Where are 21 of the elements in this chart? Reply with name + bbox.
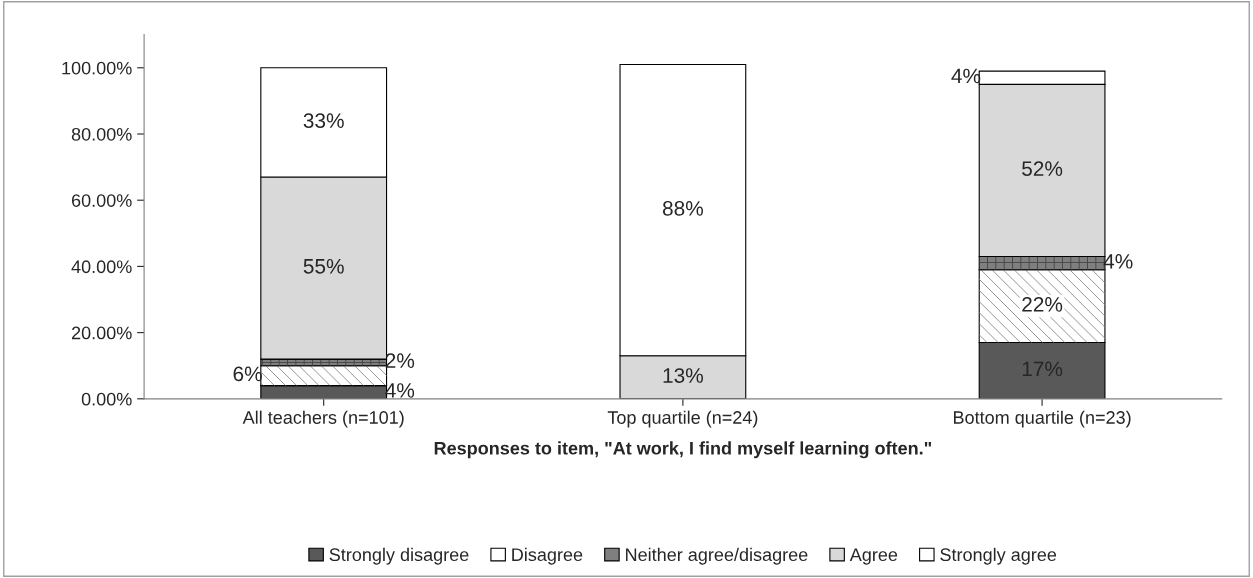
x-tick-label: Bottom quartile (n=23)	[953, 410, 1131, 428]
legend-label: Neither agree/disagree	[626, 547, 808, 565]
data-label: 13%	[663, 368, 703, 383]
legend-label: Agree	[849, 548, 898, 565]
data-label: 88%	[662, 200, 703, 216]
data-label: 52%	[1022, 161, 1063, 176]
legend-label: Strongly disagree	[329, 547, 469, 565]
x-axis-title: Responses to item, "At work, I find myself learning often."	[434, 441, 932, 459]
data-label: 22%	[1022, 296, 1063, 312]
legend-label: Strongly agree	[940, 547, 1057, 565]
y-tick-label: 80.00%	[71, 127, 132, 141]
legend-label: Disagree	[512, 547, 583, 565]
y-tick-label: 20.00%	[71, 326, 132, 340]
y-tick-label: 40.00%	[71, 260, 132, 274]
y-tick-label: 100.00%	[62, 61, 132, 75]
data-label: 55%	[303, 258, 344, 274]
y-tick-label: 0.00%	[81, 392, 132, 406]
x-tick-label: Top quartile (n=24)	[607, 410, 758, 428]
x-tick-label: All teachers (n=101)	[242, 410, 404, 428]
data-label: 33%	[303, 113, 344, 128]
y-tick-label: 60.00%	[71, 194, 132, 207]
